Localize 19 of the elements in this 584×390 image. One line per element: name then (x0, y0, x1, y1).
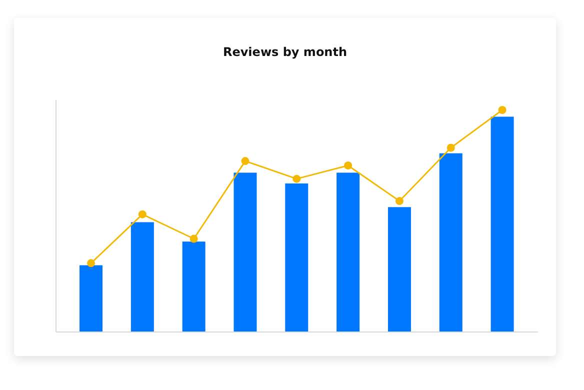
bar (490, 116, 514, 332)
point (344, 162, 352, 170)
bar (388, 207, 411, 332)
bar (336, 172, 360, 332)
point (138, 210, 146, 218)
bar (439, 153, 462, 332)
point (190, 234, 198, 243)
bar (130, 222, 154, 332)
point (87, 259, 96, 268)
bar (182, 242, 206, 332)
point (446, 144, 455, 152)
bar (285, 183, 308, 332)
bar (234, 172, 257, 332)
point (241, 157, 250, 166)
point (498, 106, 506, 114)
chart-title: Reviews by month (222, 45, 348, 59)
point (395, 197, 404, 206)
bar (80, 265, 103, 332)
point (292, 174, 301, 183)
